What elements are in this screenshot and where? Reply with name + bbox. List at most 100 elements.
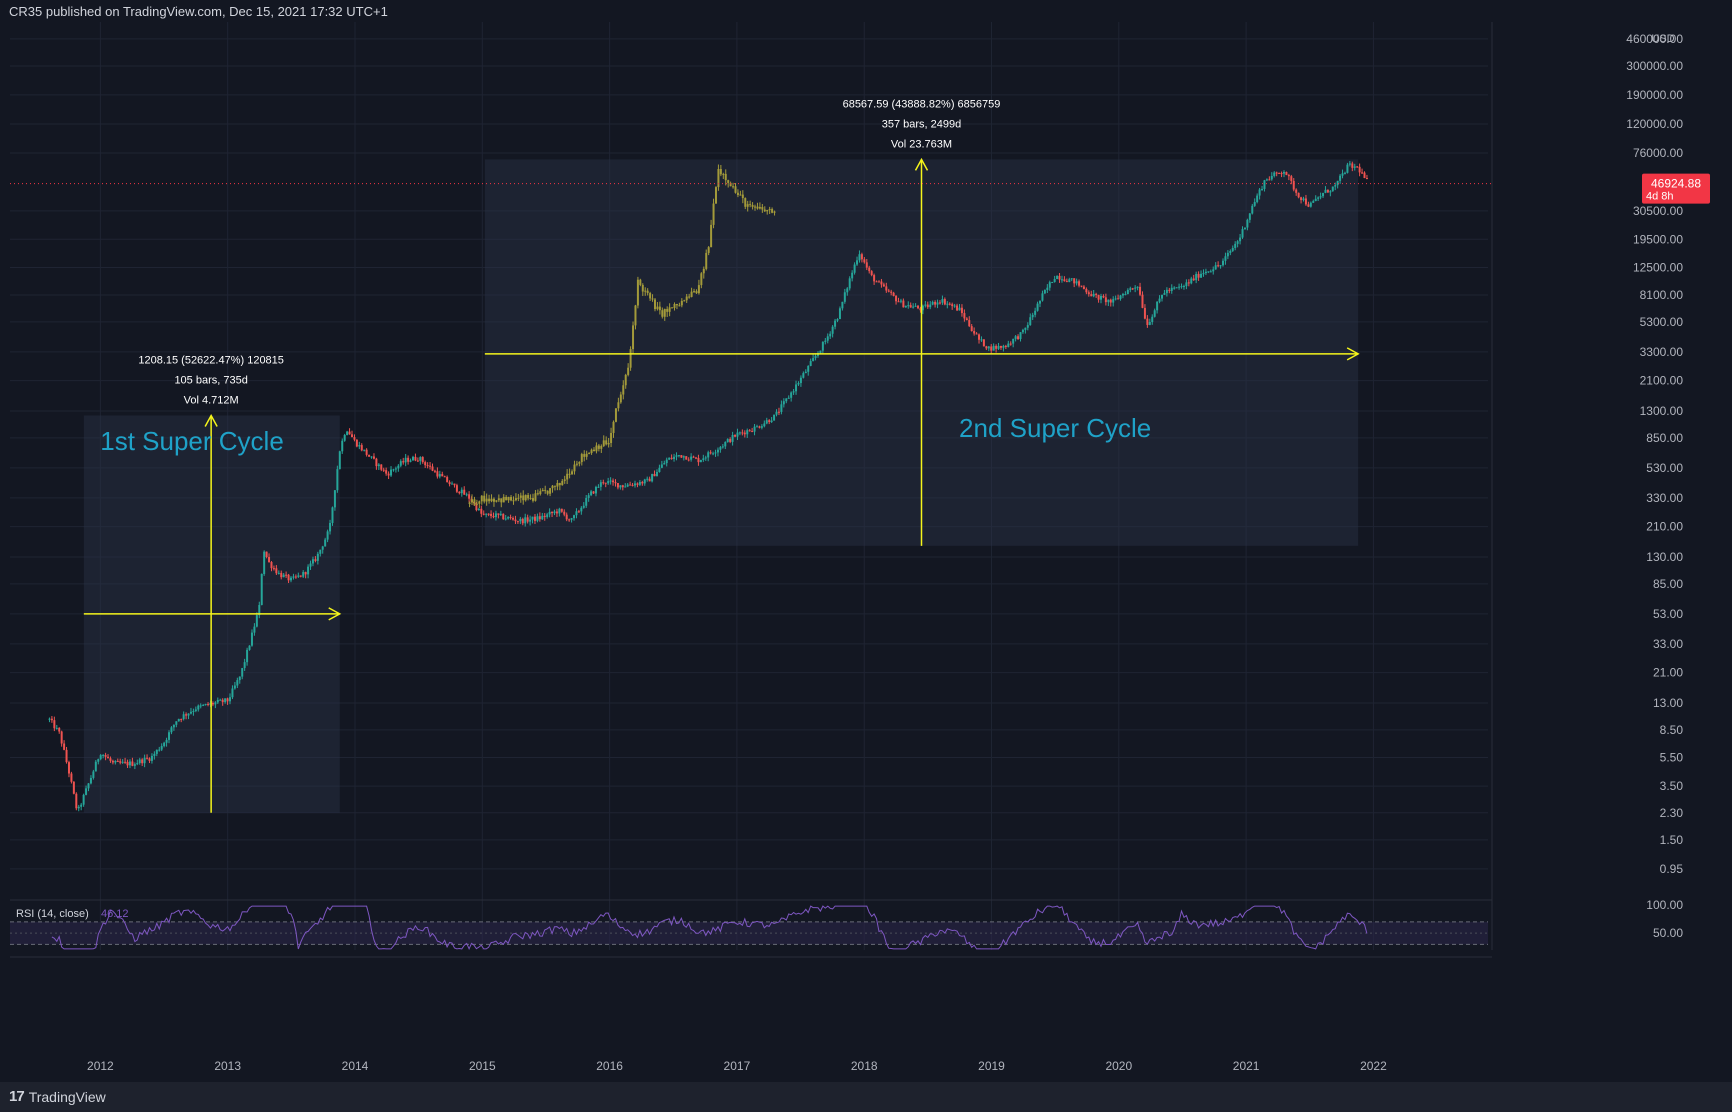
candle-body bbox=[956, 305, 959, 311]
candle bbox=[712, 451, 715, 456]
candle-body bbox=[50, 718, 53, 721]
candle bbox=[1319, 192, 1322, 200]
candle-body bbox=[1163, 293, 1166, 295]
price-tick-label: 13.00 bbox=[1653, 696, 1683, 710]
candle bbox=[1173, 286, 1176, 290]
time-tick-label: 2014 bbox=[342, 1059, 369, 1073]
candle bbox=[1107, 299, 1110, 307]
candle bbox=[653, 298, 656, 312]
candle-body bbox=[448, 482, 451, 485]
candle-body bbox=[629, 484, 632, 486]
candle bbox=[468, 501, 471, 508]
candle-body bbox=[348, 431, 351, 435]
candle bbox=[648, 476, 651, 482]
candle bbox=[307, 564, 310, 579]
candle bbox=[758, 202, 761, 210]
candle-body bbox=[660, 464, 663, 468]
candle bbox=[1268, 176, 1271, 181]
candle-body bbox=[1302, 198, 1305, 201]
candle bbox=[549, 487, 552, 497]
candle-body bbox=[575, 463, 578, 465]
candle bbox=[582, 502, 585, 509]
tradingview-logo[interactable]: 17 TradingView bbox=[9, 1088, 106, 1105]
candle-body bbox=[690, 456, 693, 460]
candle-body bbox=[714, 452, 717, 454]
candle bbox=[153, 751, 156, 760]
candle bbox=[1146, 315, 1149, 328]
candle-body bbox=[280, 572, 283, 578]
candle bbox=[660, 460, 663, 469]
candle-body bbox=[951, 304, 954, 307]
candle bbox=[921, 304, 924, 315]
candle-body bbox=[1148, 322, 1151, 325]
candle bbox=[765, 417, 768, 425]
candle bbox=[221, 698, 224, 706]
candle bbox=[1119, 294, 1122, 301]
candle bbox=[1175, 287, 1178, 289]
candle-body bbox=[616, 483, 619, 488]
candle-body bbox=[1300, 197, 1303, 201]
candle-body bbox=[727, 180, 730, 183]
candle bbox=[592, 447, 595, 452]
candle-body bbox=[392, 469, 395, 471]
candle-body bbox=[748, 430, 751, 432]
candle-body bbox=[314, 559, 317, 561]
candle-body bbox=[663, 463, 666, 465]
candle bbox=[416, 457, 419, 463]
candle bbox=[1129, 286, 1132, 293]
candle-body bbox=[751, 204, 754, 207]
candle bbox=[749, 200, 752, 208]
candle bbox=[1200, 270, 1203, 278]
candle-body bbox=[458, 491, 461, 494]
candle-body bbox=[843, 292, 846, 302]
candle bbox=[875, 280, 878, 283]
candle-body bbox=[619, 394, 622, 403]
candle-body bbox=[519, 518, 522, 522]
candle-body bbox=[685, 456, 688, 460]
candle-body bbox=[204, 703, 207, 706]
candle-body bbox=[858, 254, 861, 261]
candle bbox=[253, 623, 256, 636]
candle-body bbox=[382, 469, 385, 471]
time-tick-label: 2013 bbox=[214, 1059, 241, 1073]
candle-body bbox=[1243, 227, 1246, 230]
candle-body bbox=[514, 498, 517, 501]
candle-body bbox=[1085, 288, 1088, 293]
candle bbox=[463, 486, 466, 495]
candle bbox=[1043, 289, 1046, 295]
candle bbox=[1060, 275, 1063, 283]
price-tick-label: 210.00 bbox=[1646, 520, 1683, 534]
price-chart[interactable]: 1208.15 (52622.47%) 120815 105 bars, 735d… bbox=[0, 0, 1732, 1082]
candle bbox=[1143, 304, 1146, 320]
candle-body bbox=[1361, 172, 1364, 174]
candle bbox=[494, 510, 497, 521]
candle bbox=[621, 484, 624, 491]
candle bbox=[641, 283, 644, 296]
candle-body bbox=[1161, 294, 1164, 299]
candle-body bbox=[885, 286, 888, 291]
candle bbox=[595, 442, 598, 454]
candle bbox=[594, 485, 597, 497]
candle bbox=[492, 512, 495, 519]
rsi-band bbox=[10, 921, 1488, 945]
candle bbox=[661, 307, 664, 319]
candle-body bbox=[912, 306, 915, 308]
candle-body bbox=[141, 759, 144, 764]
candle-body bbox=[1236, 241, 1239, 244]
candle bbox=[680, 455, 683, 458]
chart-grid bbox=[10, 22, 1488, 950]
candle bbox=[607, 437, 610, 448]
price-tick-label: 850.00 bbox=[1646, 431, 1683, 445]
candle bbox=[743, 430, 746, 438]
candle bbox=[1017, 334, 1020, 340]
candle-body bbox=[673, 456, 676, 460]
candle bbox=[951, 302, 954, 310]
candle-body bbox=[760, 426, 763, 428]
candle bbox=[929, 301, 932, 310]
candle bbox=[163, 741, 166, 748]
candle bbox=[1058, 272, 1061, 283]
candle-body bbox=[538, 516, 541, 520]
candle bbox=[1258, 187, 1261, 200]
candle bbox=[836, 318, 839, 323]
candle bbox=[473, 496, 476, 506]
